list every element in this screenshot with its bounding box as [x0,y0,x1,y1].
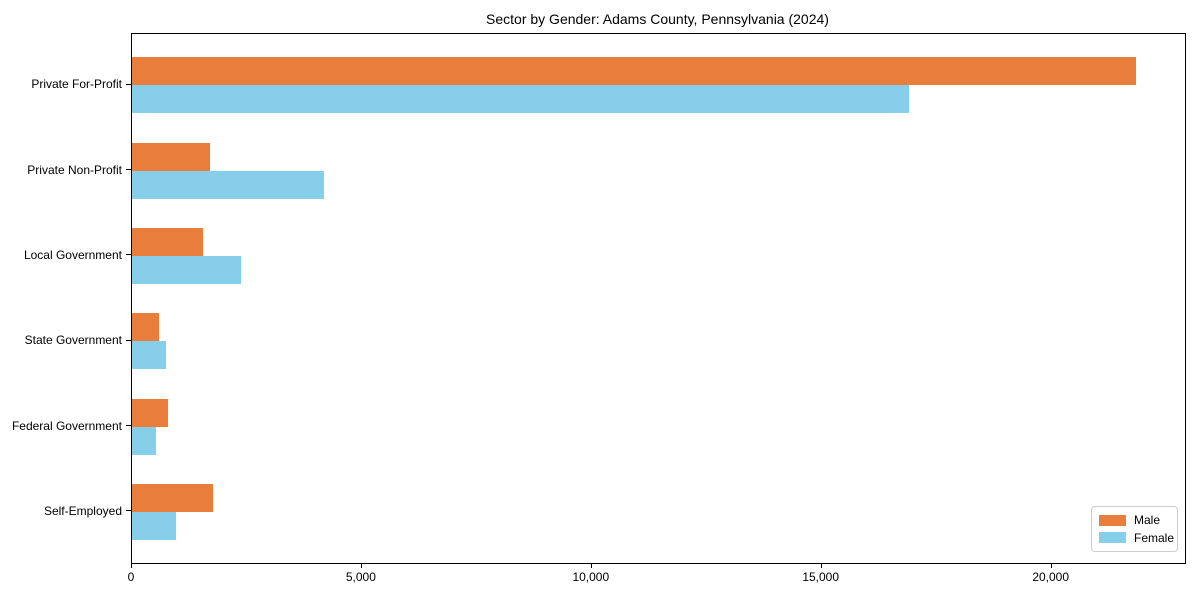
male-swatch-icon [1099,514,1126,526]
bar-male-state-government [132,313,160,342]
y-tick-label: Local Government [23,247,122,262]
bar-male-self-employed [132,483,213,512]
x-tick-label: 20,000 [1032,570,1070,584]
bar-female-federal-government [132,426,157,455]
y-tick-mark [126,83,131,85]
x-tick-mark [1050,563,1052,568]
y-tick-mark [126,510,131,512]
bar-male-private-for-profit [132,57,1137,86]
y-tick-label: Self-Employed [43,503,122,518]
bar-female-state-government [132,341,166,370]
x-tick-label: 15,000 [802,570,840,584]
y-tick-mark [126,168,131,171]
legend-item-female: Female [1099,531,1174,545]
plot-area [131,33,1186,564]
x-tick-label: 10,000 [572,570,610,584]
chart-title: Sector by Gender: Adams County, Pennsylv… [486,11,829,27]
x-tick-label: 0 [127,570,135,584]
bar-female-self-employed [132,511,177,540]
bar-female-private-for-profit [132,85,910,114]
x-tick-mark [131,563,133,568]
y-tick-label: Private For-Profit [31,77,122,92]
y-tick-mark [126,424,131,427]
female-swatch-icon [1099,532,1126,544]
y-tick-label: Private Non-Profit [27,162,122,177]
legend-item-male: Male [1099,513,1170,527]
y-tick-label: State Government [24,333,122,348]
bar-male-private-non-profit [132,142,211,171]
legend-label-male: Male [1134,513,1161,528]
bar-male-local-government [132,227,203,256]
y-tick-mark [126,254,131,256]
x-tick-mark [360,563,363,568]
y-tick-label: Federal Government [11,418,122,433]
x-tick-mark [590,563,592,568]
legend-label-female: Female [1134,530,1175,545]
bar-female-private-non-profit [132,170,324,199]
x-tick-mark [820,563,822,568]
y-tick-mark [126,339,131,341]
legend: Male Female [1091,506,1178,552]
bar-male-federal-government [132,398,168,427]
bar-female-local-government [132,255,241,284]
x-tick-label: 5,000 [345,570,376,584]
